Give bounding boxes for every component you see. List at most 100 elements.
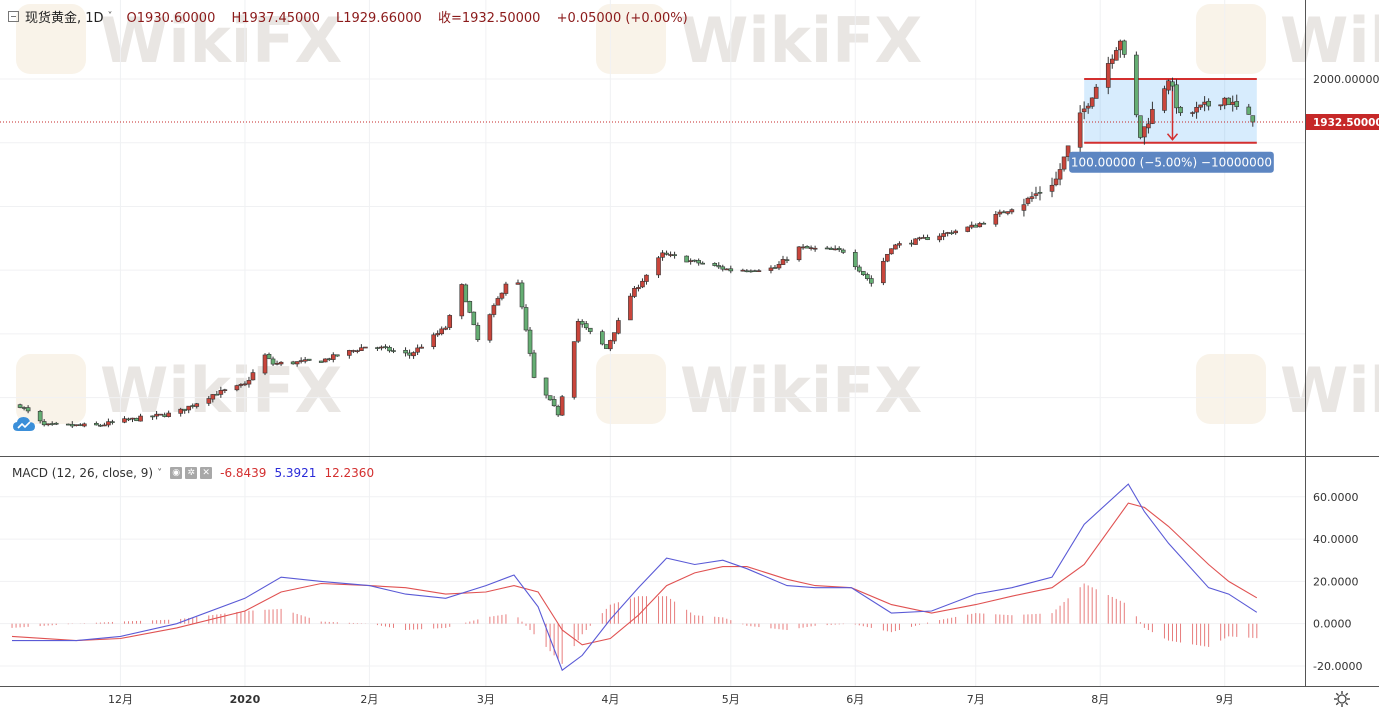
- candle-body: [1009, 209, 1015, 213]
- candle-body: [122, 418, 127, 423]
- watermark-logo: [16, 354, 86, 424]
- candle-body: [668, 254, 673, 256]
- candle-body: [1226, 97, 1232, 106]
- candle-body: [246, 380, 252, 385]
- candle-body: [415, 347, 420, 353]
- x-tick-label: 3月: [477, 693, 495, 706]
- gear-icon[interactable]: ✲: [185, 467, 198, 479]
- candle-body: [250, 372, 256, 381]
- candle-body: [812, 247, 818, 250]
- candle-body: [274, 363, 280, 365]
- candle-body: [1222, 97, 1227, 106]
- candle-body: [1081, 108, 1087, 113]
- candle-body: [1166, 80, 1171, 91]
- candle-body: [242, 383, 248, 386]
- candle-body: [138, 415, 143, 422]
- candle-body: [306, 358, 312, 361]
- macd-title[interactable]: MACD (12, 26, close, 9): [12, 466, 154, 480]
- candle-body: [800, 246, 806, 249]
- candle-body: [94, 422, 99, 426]
- x-tick-label: 8月: [1091, 693, 1109, 706]
- candle-body: [840, 249, 846, 253]
- candle-body: [463, 284, 469, 303]
- watermark-logo: [596, 354, 666, 424]
- candle-body: [684, 255, 689, 263]
- candle-body: [953, 230, 958, 234]
- candle-body: [1178, 106, 1183, 114]
- low-value: L1929.66000: [336, 10, 422, 26]
- candle-body: [720, 266, 726, 270]
- candle-body: [716, 265, 722, 268]
- candle-body: [1021, 204, 1027, 211]
- collapse-icon[interactable]: [8, 10, 19, 22]
- candle-body: [945, 232, 950, 234]
- candle-body: [973, 224, 979, 228]
- candle-body: [238, 384, 244, 386]
- x-tick-label: 9月: [1216, 693, 1234, 706]
- candle-body: [503, 283, 509, 294]
- eye-icon[interactable]: ◉: [170, 467, 183, 479]
- watermark-logo: [16, 4, 86, 74]
- candle-body: [744, 270, 750, 273]
- candle-body: [334, 354, 340, 357]
- candle-body: [672, 254, 677, 257]
- candle-body: [78, 424, 83, 426]
- watermark-logo: [1196, 4, 1266, 74]
- candle-body: [1113, 50, 1119, 61]
- candle-body: [1174, 84, 1179, 109]
- candle-body: [1025, 197, 1031, 204]
- candle-body: [1202, 101, 1207, 105]
- candle-body: [53, 422, 59, 425]
- symbol-label[interactable]: 现货黄金, 1D: [25, 10, 104, 26]
- candle-body: [756, 270, 762, 272]
- candle-body: [194, 403, 200, 407]
- candle-body: [98, 424, 103, 427]
- axes: [0, 0, 1379, 687]
- candle-body: [359, 347, 364, 352]
- candle-body: [82, 423, 87, 427]
- candle-body: [523, 307, 529, 331]
- candle-body: [499, 292, 505, 299]
- candle-body: [475, 325, 481, 341]
- close-value: 收=1932.50000: [437, 10, 541, 26]
- candle-body: [158, 413, 163, 416]
- chevron-down-icon[interactable]: ˅: [107, 10, 113, 22]
- candle-body: [824, 247, 830, 250]
- macd-y-tick-label: -20.0000: [1313, 660, 1362, 673]
- candle-body: [1061, 156, 1067, 170]
- candle-body: [69, 424, 75, 427]
- candle-body: [375, 347, 380, 349]
- close-icon[interactable]: ✕: [200, 467, 213, 479]
- candle-body: [587, 327, 593, 332]
- candle-body: [804, 246, 810, 249]
- candle-body: [25, 407, 31, 412]
- candle-body: [37, 410, 43, 422]
- candle-body: [921, 237, 926, 239]
- candle-body: [527, 329, 533, 354]
- candle-body: [608, 340, 613, 350]
- candle-body: [752, 270, 758, 272]
- candle-body: [728, 268, 734, 272]
- chevron-down-icon[interactable]: ˅: [157, 467, 163, 479]
- candle-body: [1085, 105, 1091, 109]
- open-value: O1930.60000: [126, 10, 216, 26]
- candle-body: [796, 246, 802, 261]
- macd-line: [12, 483, 1258, 672]
- candle-body: [547, 395, 553, 401]
- candle-body: [600, 331, 605, 345]
- last-price-badge: [1306, 114, 1379, 131]
- candle-body: [222, 389, 228, 391]
- ohlc-values: O1930.60000 H1937.45000 L1929.66000 收=19…: [127, 7, 700, 26]
- candle-body: [351, 350, 356, 352]
- candle-body: [1146, 123, 1151, 129]
- gear-icon[interactable]: [1333, 690, 1351, 712]
- candle-body: [102, 424, 107, 427]
- watermark-logo: [1196, 354, 1266, 424]
- candle-body: [632, 287, 637, 297]
- high-value: H1937.45000: [231, 10, 320, 26]
- candle-body: [1150, 109, 1155, 124]
- candle-body: [210, 394, 216, 400]
- candle-body: [491, 305, 497, 315]
- cloud-icon[interactable]: [12, 416, 36, 436]
